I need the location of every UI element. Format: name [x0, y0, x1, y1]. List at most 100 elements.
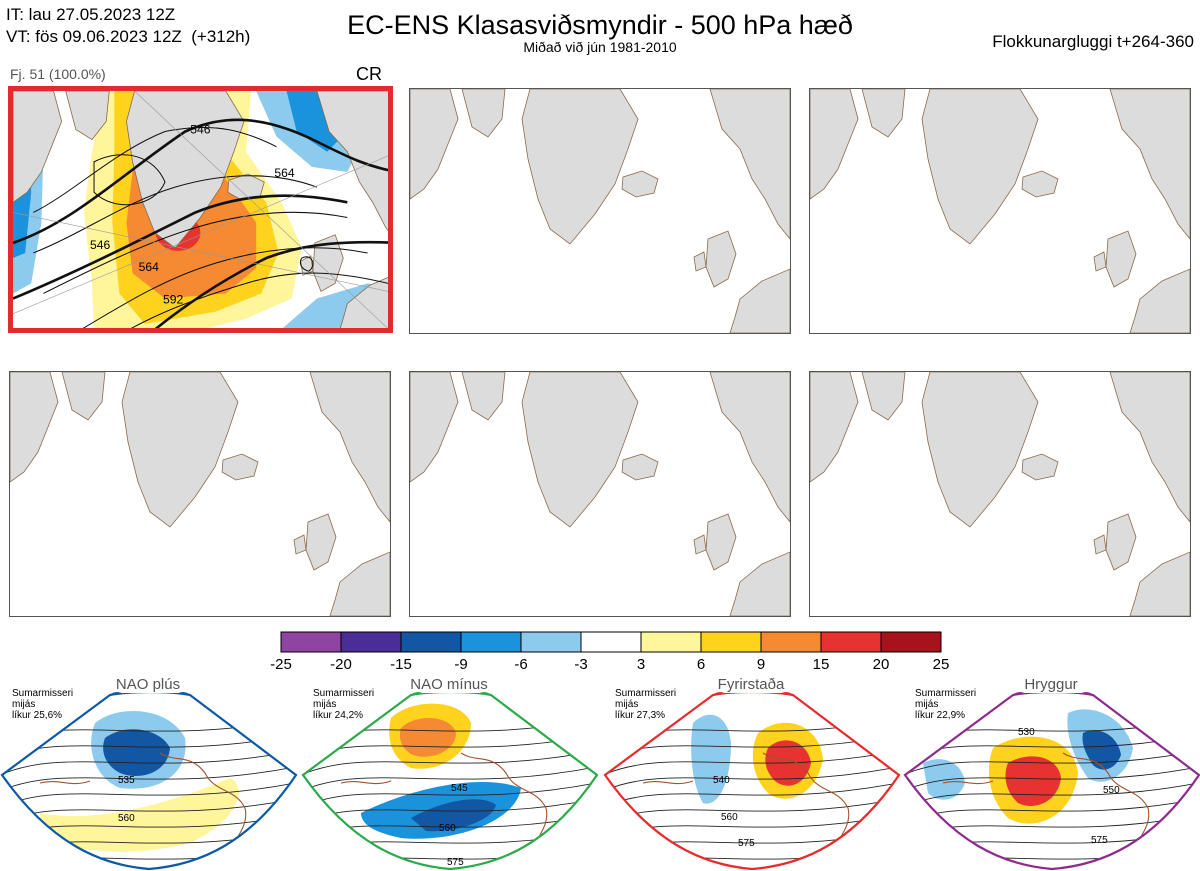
height-contour: [905, 749, 1199, 776]
regime-info: Sumarmisseri mijás líkur 25,6%: [12, 688, 73, 721]
regime-outline: [301, 693, 599, 871]
contour-label: 546: [190, 123, 211, 137]
regime-contour-label: 575: [1091, 835, 1108, 846]
colorbar-segment: [400, 631, 462, 653]
it-line: IT: lau 27.05.2023 12Z: [6, 5, 176, 24]
regime-outline: [903, 693, 1200, 871]
regime-outline: [0, 693, 298, 871]
colorbar-tick-label: -6: [514, 656, 528, 673]
regime-info-line: mijás: [615, 699, 639, 710]
cluster-map-6: [810, 372, 1190, 616]
vt-line: VT: fös 09.06.2023 12Z (+312h): [6, 27, 251, 46]
cluster-map-1: 546 564 546 564 592: [13, 91, 388, 328]
colorbar-tick-label: -20: [330, 656, 352, 673]
height-contour: [605, 749, 899, 776]
regime-info-line: mijás: [915, 699, 939, 710]
regime-contour-label: 560: [721, 812, 738, 823]
height-contour: [303, 749, 597, 776]
cluster-panel-2: [409, 88, 791, 334]
regime-name: NAO plús: [115, 676, 181, 693]
height-contour: [2, 749, 296, 776]
anomaly-area: [1082, 730, 1121, 770]
regime-contour-label: 575: [738, 838, 755, 849]
colorbar-tick-label: 9: [756, 656, 766, 673]
colorbar-tick-label: -3: [574, 656, 588, 673]
window-label: Flokkunargluggi t+264-360: [992, 32, 1194, 51]
regime-info: Sumarmisseri mijás líkur 27,3%: [615, 688, 676, 721]
contour-label: 546: [90, 238, 111, 252]
anomaly-area: [40, 778, 239, 852]
cluster-map-4: [10, 372, 390, 616]
height-contour: [303, 781, 597, 808]
height-contour: [2, 781, 296, 808]
regime-info-line: líkur 25,6%: [12, 710, 63, 721]
regime-info: Sumarmisseri mijás líkur 24,2%: [313, 688, 374, 721]
regime-info-line: mijás: [12, 699, 36, 710]
colorbar-segment: [460, 631, 522, 653]
regime-info: Sumarmisseri mijás líkur 22,9%: [915, 688, 976, 721]
regime-map: 535 560: [0, 693, 298, 871]
colorbar-tick-label: -15: [390, 656, 412, 673]
colorbar-tick-label: 6: [696, 656, 706, 673]
colorbar: [280, 631, 942, 653]
cluster-map-5: [410, 372, 790, 616]
cluster-panel-6: [809, 371, 1191, 617]
colorbar-tick-label: 3: [636, 656, 646, 673]
regime-contour-label: 560: [439, 823, 456, 834]
colorbar-segment: [700, 631, 762, 653]
anomaly-area: [1005, 756, 1061, 806]
colorbar-tick-label: -25: [270, 656, 292, 673]
regime-info-line: Sumarmisseri: [313, 688, 375, 699]
regime-info-line: mijás: [313, 699, 337, 710]
colorbar-segment: [580, 631, 642, 653]
height-contour: [303, 765, 597, 792]
cluster-panel-1: 546 564 546 564 592: [8, 86, 393, 333]
regime-map: 540 560 575: [603, 693, 901, 871]
header-times: IT: lau 27.05.2023 12Z VT: fös 09.06.202…: [6, 4, 250, 48]
colorbar-segment: [340, 631, 402, 653]
page-subtitle: Miðað við jún 1981-2010: [523, 39, 677, 55]
cluster-map-2: [410, 89, 790, 333]
height-contour: [905, 765, 1199, 792]
regime-info-line: líkur 27,3%: [615, 710, 666, 721]
cluster-panel-4: [9, 371, 391, 617]
colorbar-segment: [820, 631, 882, 653]
colorbar-tick-label: 20: [872, 656, 890, 673]
regime-contour-label: 530: [1018, 727, 1035, 738]
regime-name: Hryggur: [1024, 676, 1078, 693]
regime-contour-label: 535: [118, 775, 135, 786]
colorbar-segment: [520, 631, 582, 653]
regime-info-line: líkur 24,2%: [313, 710, 364, 721]
colorbar-segment: [280, 631, 342, 653]
cluster-map-3: [810, 89, 1190, 333]
height-contour: [605, 765, 899, 792]
height-contour: [905, 781, 1199, 808]
anomaly-area: [923, 759, 965, 800]
regime-name: NAO mínus: [410, 676, 488, 693]
cluster-members: Fj. 51 (100.0%): [10, 66, 106, 82]
colorbar-segment: [880, 631, 942, 653]
regime-outline: [603, 693, 901, 871]
height-contour: [2, 765, 296, 792]
regime-map: 545 560 575: [301, 693, 599, 871]
regime-info-line: Sumarmisseri: [915, 688, 977, 699]
regime-contour-label: 560: [118, 813, 135, 824]
height-contour: [605, 781, 899, 808]
regime-map: 530 550 575: [903, 693, 1200, 871]
anomaly-area: [103, 729, 170, 776]
page-title: EC-ENS Klasasviðsmyndir - 500 hPa hæð: [347, 10, 853, 40]
regime-contour-label: 545: [451, 783, 468, 794]
colorbar-tick-label: -9: [454, 656, 468, 673]
regime-info-line: Sumarmisseri: [12, 688, 74, 699]
colorbar-segment: [760, 631, 822, 653]
colorbar-tick-label: 25: [932, 656, 950, 673]
regime-contour-label: 575: [447, 857, 464, 868]
colorbar-tick-label: 15: [812, 656, 830, 673]
cluster-panel-5: [409, 371, 791, 617]
colorbar-segment: [640, 631, 702, 653]
anomaly-area: [411, 799, 496, 832]
contour-label: 564: [274, 166, 295, 180]
regime-contour-label: 540: [713, 775, 730, 786]
regime-contour-label: 550: [1103, 785, 1120, 796]
anomaly-area: [691, 714, 731, 804]
